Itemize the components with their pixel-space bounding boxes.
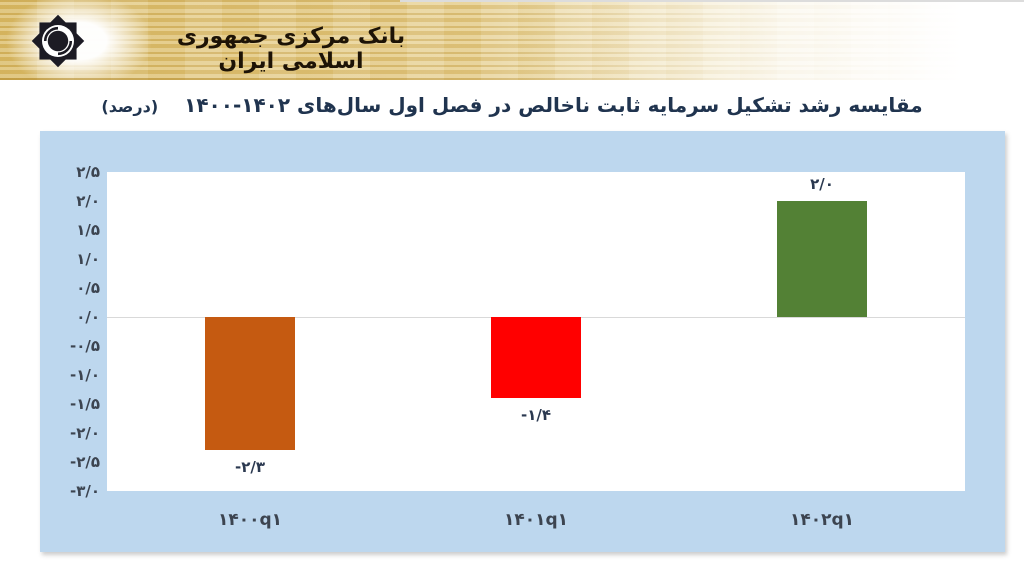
y-axis-tick-label: ۰/۰ xyxy=(76,308,100,326)
bar-1 xyxy=(491,317,581,399)
y-axis-tick-label: ۲/۵ xyxy=(76,163,100,181)
x-axis-category-label: ۱۴۰۰q۱ xyxy=(217,510,283,530)
bar-value-label: -۱/۴ xyxy=(520,406,551,425)
bar-value-label: ۲/۰ xyxy=(810,175,834,193)
central-bank-logo-icon xyxy=(31,14,85,68)
y-axis-tick-label: ۰/۵ xyxy=(76,279,100,297)
x-axis-category-label: ۱۴۰۱q۱ xyxy=(503,510,569,530)
y-axis-tick-label: -۳/۰ xyxy=(69,482,100,500)
x-axis-category-label: ۱۴۰۲q۱ xyxy=(789,510,855,530)
y-axis-tick-label: -۲/۰ xyxy=(69,424,100,442)
y-axis-tick-label: -۱/۰ xyxy=(69,366,100,384)
top-border-line xyxy=(400,0,1024,2)
chart-title-row: مقایسه رشد تشکیل سرمایه ثابت ناخالص در ف… xyxy=(0,89,1024,121)
y-axis-tick-label: ۱/۰ xyxy=(76,250,100,268)
chart-title: مقایسه رشد تشکیل سرمایه ثابت ناخالص در ف… xyxy=(184,93,923,117)
header-banner: بانک مرکزی جمهوری اسلامی ایران xyxy=(0,0,1024,90)
bank-name: بانک مرکزی جمهوری اسلامی ایران xyxy=(176,24,406,74)
bar-2 xyxy=(777,201,867,317)
chart-title-unit: (درصد) xyxy=(101,97,159,116)
header-bottom-edge xyxy=(0,78,717,80)
bar-0 xyxy=(205,317,295,451)
y-axis-tick-label: -۲/۵ xyxy=(69,453,100,471)
chart-area: ۲/۵ ۲/۰ ۱/۵ ۱/۰ ۰/۵ ۰/۰ -۰/۵ -۱/۰ -۱/۵ -۲/۰ -۲/۵ -۳… xyxy=(40,131,1005,552)
y-axis-tick-label: -۰/۵ xyxy=(69,337,100,355)
y-axis-tick-label: ۲/۰ xyxy=(76,192,100,210)
bar-value-label: -۲/۳ xyxy=(234,458,265,477)
y-axis-tick-label: -۱/۵ xyxy=(69,395,100,413)
y-axis-tick-label: ۱/۵ xyxy=(76,221,100,239)
